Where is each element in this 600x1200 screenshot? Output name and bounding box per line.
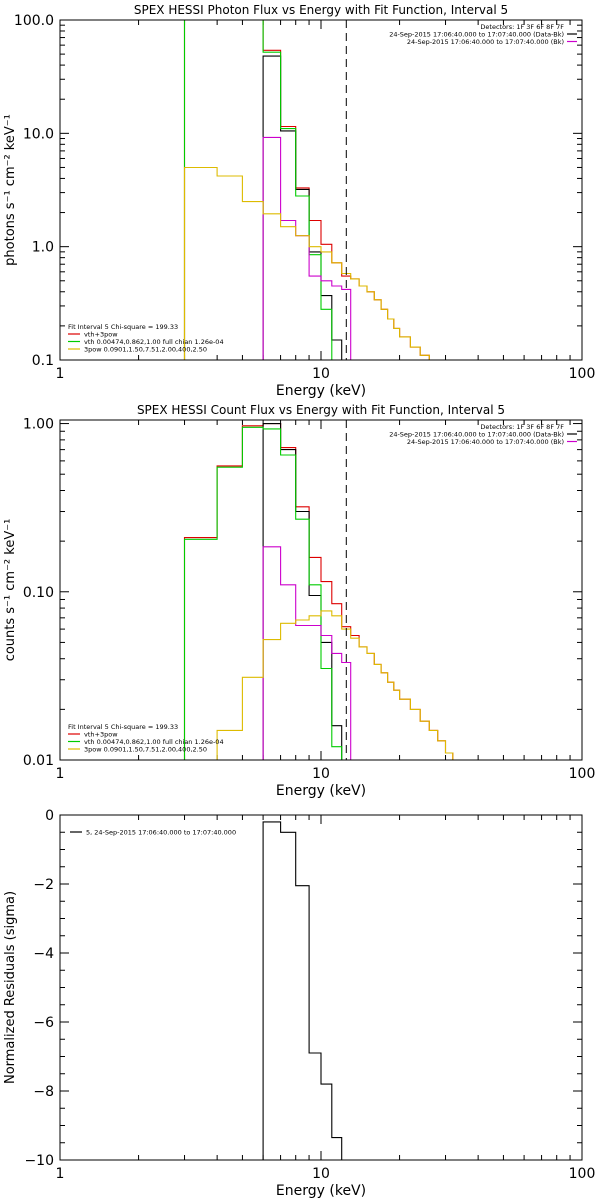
header-line: Detectors: 1F 3F 6F 8F 7F [480, 23, 564, 31]
fit-legend-entry: vth 0.00474,0.862,1.00 full chian 1.26e-… [84, 738, 224, 746]
x-tick-label: 10 [312, 1166, 330, 1182]
header-line: 24-Sep-2015 17:06:40.000 to 17:07:40.000… [407, 38, 564, 46]
y-tick-label: 0.01 [23, 753, 54, 769]
x-tick-label: 10 [312, 766, 330, 782]
chart-panel-2: SPEX HESSI Count Flux vs Energy with Fit… [3, 403, 595, 799]
plot-area [183, 20, 446, 360]
x-tick-label: 100 [569, 766, 596, 782]
plot-frame [59, 814, 583, 1161]
series-vth-line [183, 20, 342, 360]
y-tick-label: −6 [33, 1015, 54, 1031]
y-tick-label: −4 [33, 946, 54, 962]
y-tick-label: 10.0 [23, 126, 54, 142]
series-data-bk-line [262, 423, 343, 760]
y-tick-label: 0.10 [23, 585, 54, 601]
y-axis-label: Normalized Residuals (sigma) [3, 891, 18, 1084]
fit-legend-entry: vth+3pow [84, 331, 118, 339]
fit-legend-entry: 3pow 0.0901,1.50,7.51,2.00,400,2.50 [84, 746, 207, 754]
fit-legend-entry: 3pow 0.0901,1.50,7.51,2.00,400,2.50 [84, 346, 207, 354]
x-axis-label: Energy (keV) [276, 383, 366, 399]
header-line: 24-Sep-2015 17:06:40.000 to 17:07:40.000… [407, 438, 564, 446]
chart-panel-3: 1 10 100 Energy (keV) 0 −2 −4 −6 −8 −10 Normalized… [3, 808, 595, 1199]
series-3pow-line [216, 610, 463, 760]
y-tick-label: 1.00 [23, 417, 54, 433]
x-tick-label: 10 [312, 366, 330, 382]
x-tick-label: 100 [569, 1166, 596, 1182]
header-line: 24-Sep-2015 17:06:40.000 to 17:07:40.000… [389, 431, 564, 439]
y-axis-label: counts s⁻¹ cm⁻² keV⁻¹ [3, 519, 18, 662]
x-tick-label: 1 [56, 1166, 65, 1182]
fit-legend-entry: vth 0.00474,0.862,1.00 full chian 1.26e-… [84, 338, 224, 346]
series-vth-3pow-line [183, 20, 446, 360]
residual-legend: 5, 24-Sep-2015 17:06:40.000 to 17:07:40.… [86, 829, 236, 837]
series-vth-line [183, 426, 343, 760]
fit-legend-entry: vth+3pow [84, 731, 118, 739]
x-tick-label: 1 [56, 366, 65, 382]
series-data-bk-line [262, 55, 343, 360]
y-tick-label: 100.0 [14, 13, 54, 29]
series-vth-3pow-line [183, 423, 463, 760]
series-3pow-line [183, 166, 446, 360]
chart-title: SPEX HESSI Photon Flux vs Energy with Fi… [134, 3, 508, 17]
series-bk-line [262, 546, 352, 760]
y-tick-label: −10 [24, 1153, 54, 1169]
x-axis-label: Energy (keV) [276, 1183, 366, 1199]
x-axis-label: Energy (keV) [276, 783, 366, 799]
y-tick-label: 0.1 [32, 353, 54, 369]
plot-frame [59, 19, 583, 361]
y-tick-label: −2 [33, 877, 54, 893]
plot-frame [59, 419, 583, 761]
y-tick-label: 1.0 [32, 240, 54, 256]
x-tick-label: 1 [56, 766, 65, 782]
chart-panel-1: SPEX HESSI Photon Flux vs Energy with Fi… [3, 3, 595, 399]
series-bk-line [262, 136, 352, 360]
header-line: 24-Sep-2015 17:06:40.000 to 17:07:40.000… [389, 31, 564, 39]
header-line: Detectors: 1F 3F 6F 8F 7F [480, 423, 564, 431]
series-residuals-line [262, 821, 343, 1160]
y-tick-label: −8 [33, 1084, 54, 1100]
plot-area [262, 821, 343, 1160]
y-tick-label: 0 [45, 808, 54, 824]
chart-title: SPEX HESSI Count Flux vs Energy with Fit… [137, 403, 505, 417]
fit-legend-entry: Fit Interval 5 Chi-square = 199.33 [68, 723, 178, 731]
y-axis-label: photons s⁻¹ cm⁻² keV⁻¹ [3, 114, 18, 266]
fit-legend-entry: Fit Interval 5 Chi-square = 199.33 [68, 323, 178, 331]
x-tick-label: 100 [569, 366, 596, 382]
plot-area [183, 423, 463, 760]
